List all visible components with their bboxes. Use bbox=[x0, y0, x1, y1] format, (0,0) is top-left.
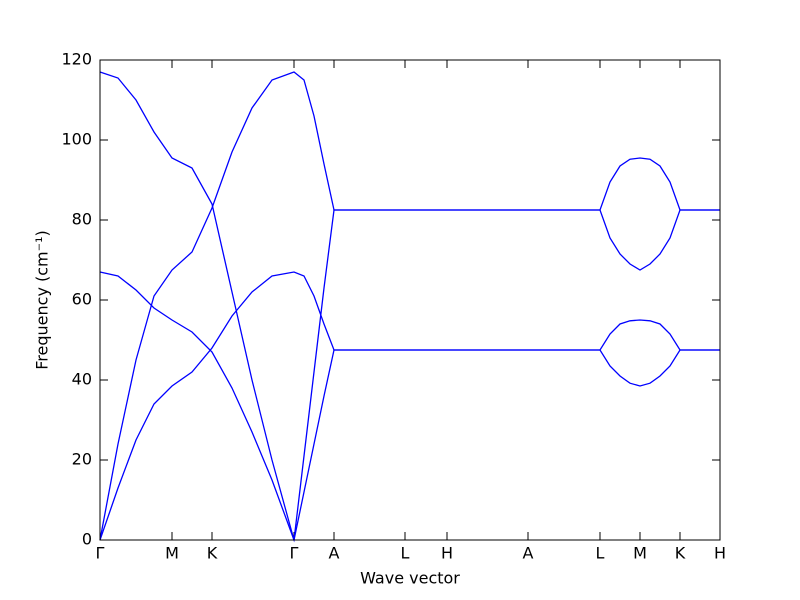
y-tick-label: 20 bbox=[72, 450, 92, 469]
x-tick-label: Γ bbox=[290, 544, 299, 563]
x-tick-label: L bbox=[401, 544, 410, 563]
x-tick-label: A bbox=[329, 544, 340, 563]
plot-frame bbox=[99, 59, 721, 541]
band-line bbox=[99, 271, 720, 541]
x-axis-label: Wave vector bbox=[360, 569, 460, 588]
y-tick-label: 40 bbox=[72, 370, 92, 389]
x-tick-label: L bbox=[596, 544, 605, 563]
y-tick-label: 120 bbox=[61, 50, 92, 69]
x-tick-label: H bbox=[441, 544, 453, 563]
band-line bbox=[99, 271, 720, 543]
y-tick-label: 80 bbox=[72, 210, 92, 229]
x-tick-label: K bbox=[675, 544, 686, 563]
x-tick-label: M bbox=[165, 544, 179, 563]
band-line bbox=[99, 71, 720, 541]
y-axis-label: Frequency (cm⁻¹) bbox=[33, 230, 52, 369]
x-tick-label: M bbox=[633, 544, 647, 563]
x-tick-label: A bbox=[523, 544, 534, 563]
x-tick-label: H bbox=[714, 544, 726, 563]
y-tick-label: 60 bbox=[72, 290, 92, 309]
y-tick-label: 0 bbox=[82, 530, 92, 549]
x-tick-label: Γ bbox=[96, 544, 105, 563]
band-line bbox=[99, 71, 720, 541]
x-tick-label: K bbox=[207, 544, 218, 563]
y-tick-label: 100 bbox=[61, 130, 92, 149]
